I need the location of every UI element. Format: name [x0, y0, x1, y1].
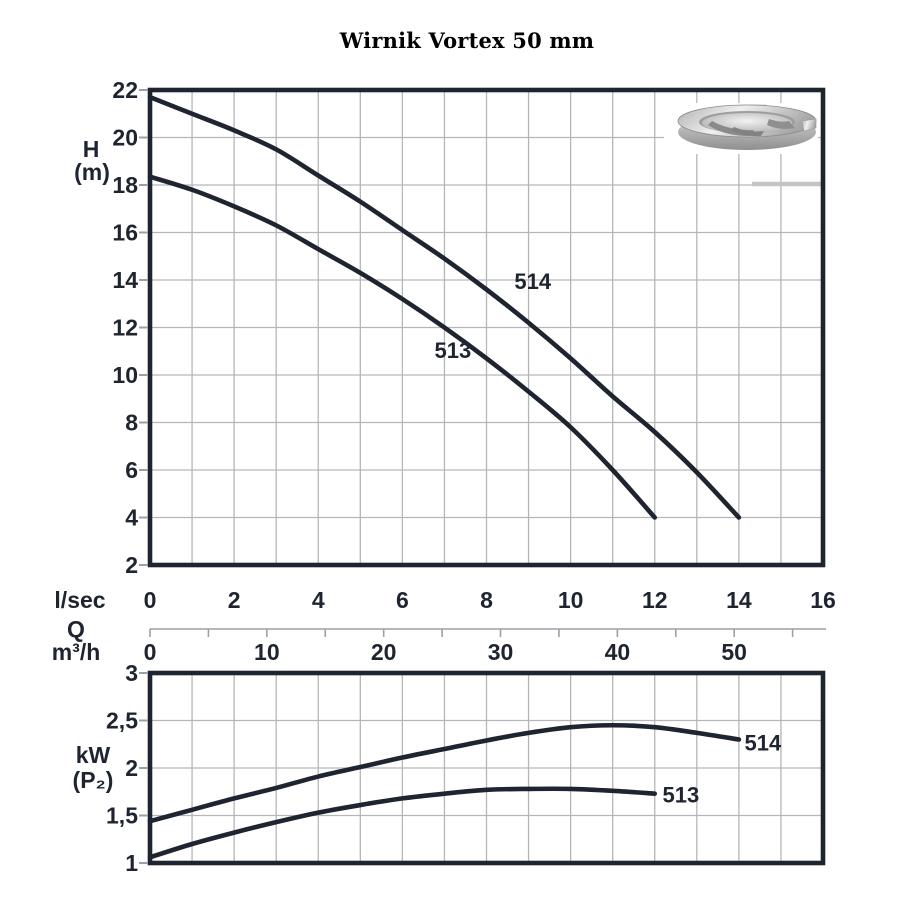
curve-label-513: 513	[662, 783, 699, 808]
x-axis-block: l/sec 0 2 4 6 8 10 12 14 16 Qm³/h 0 10 20 30 40 50	[52, 587, 836, 665]
curve-514-power-vs-flow	[147, 722, 742, 824]
curve-513-power-vs-flow	[147, 786, 658, 860]
x-tick-label-m3h: 40	[605, 639, 631, 665]
impeller-swirl	[767, 119, 795, 129]
x-tick-label-m3h: 50	[721, 639, 747, 665]
y-tick-label: 2	[125, 552, 138, 578]
curve-513-head-vs-flow	[147, 174, 658, 520]
y-axis-label-line: kW	[76, 742, 111, 768]
y-tick-label: 2,5	[106, 708, 138, 734]
y-tick-label: 16	[112, 220, 138, 246]
figure-title: Wirnik Vortex 50 mm	[339, 28, 595, 53]
y-tick-label: 10	[112, 362, 138, 388]
curve-label-514: 514	[514, 269, 551, 294]
x-tick-label-lsec: 2	[228, 587, 241, 613]
x-tick-label-lsec: 14	[726, 587, 752, 613]
curve-label-514: 514	[744, 730, 781, 755]
y-tick-label: 20	[112, 125, 138, 151]
y-tick-label: 2	[125, 755, 138, 781]
y-axis-label-line: (m)	[74, 159, 110, 185]
curve-514-head-vs-flow	[147, 94, 742, 520]
y-tick-label: 3	[125, 660, 138, 686]
x-axis-quantity-label: Q	[67, 616, 85, 642]
vortex-impeller-image	[677, 104, 817, 150]
y-axis-label-line: (P₂)	[73, 767, 114, 793]
chart-head-vs-flow: 514 513 22 20 18 16 14 12 10 8 6 4 2 H(m)	[74, 77, 826, 578]
x-tick-label-m3h: 30	[488, 639, 514, 665]
y-tick-label: 12	[112, 315, 138, 341]
x-tick-label-lsec: 6	[396, 587, 409, 613]
y-tick-label: 22	[112, 77, 138, 103]
x-tick-label-m3h: 10	[254, 639, 280, 665]
x-tick-label-lsec: 12	[642, 587, 668, 613]
y-tick-label: 8	[125, 410, 138, 436]
x-tick-label-lsec: 8	[480, 587, 493, 613]
y-tick-label: 1	[125, 850, 138, 876]
y-tick-label: 1,5	[106, 803, 138, 829]
gridlines-head-vs-flow	[150, 90, 823, 565]
x-tick-label-m3h: 20	[371, 639, 397, 665]
x-axis-secondary-unit-label: m³/h	[52, 639, 101, 665]
x-tick-label-m3h: 0	[144, 639, 157, 665]
x-tick-label-lsec: 0	[144, 587, 157, 613]
impeller-swirl	[731, 127, 764, 137]
plot-border	[147, 87, 826, 568]
chart-power-vs-flow: 514 513 3 2,5 2 1,5 1 kW(P₂)	[73, 660, 826, 876]
plot-border	[147, 670, 826, 866]
x-tick-label-lsec: 4	[312, 587, 325, 613]
y-axis-label-line: H	[83, 136, 100, 162]
impeller-outlet	[801, 118, 817, 132]
y-tick-label: 4	[125, 505, 138, 531]
curve-label-513: 513	[434, 338, 471, 363]
x-tick-label-lsec: 10	[558, 587, 584, 613]
y-tick-label: 14	[112, 267, 138, 293]
x-tick-label-lsec: 16	[810, 587, 836, 613]
gridlines-power-vs-flow	[150, 673, 823, 863]
x-axis-primary-unit-label: l/sec	[54, 587, 105, 613]
y-tick-label: 18	[112, 172, 138, 198]
y-tick-label: 6	[125, 457, 138, 483]
